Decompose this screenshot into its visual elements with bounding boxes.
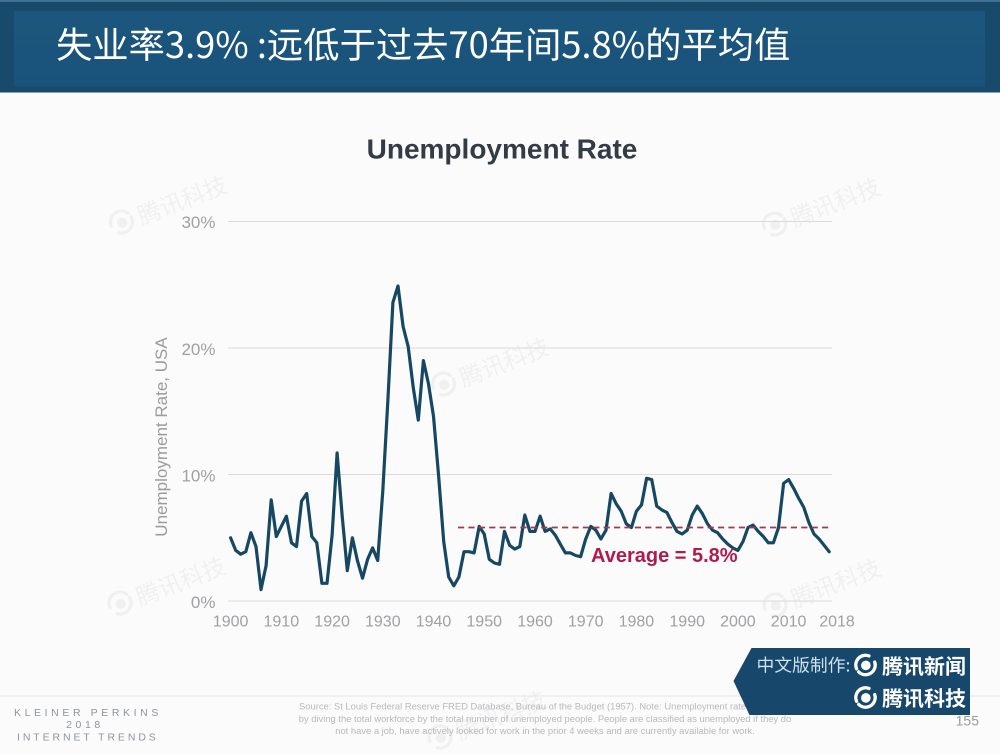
svg-text:1900: 1900: [213, 614, 249, 631]
svg-text:1910: 1910: [264, 614, 300, 631]
svg-text:not have a job, have actively: not have a job, have actively looked for…: [335, 725, 755, 736]
svg-text:KLEINER PERKINS: KLEINER PERKINS: [14, 707, 162, 719]
svg-text:1990: 1990: [669, 614, 705, 631]
svg-text:Unemployment Rate, USA: Unemployment Rate, USA: [152, 337, 171, 537]
svg-text:1970: 1970: [568, 614, 604, 631]
svg-text:1950: 1950: [466, 614, 502, 631]
svg-text:1980: 1980: [619, 614, 655, 631]
svg-text:1960: 1960: [517, 614, 553, 631]
svg-text:Average = 5.8%: Average = 5.8%: [591, 545, 738, 567]
svg-text:2018: 2018: [66, 719, 104, 731]
svg-text:10%: 10%: [181, 466, 215, 485]
svg-text:0%: 0%: [191, 593, 216, 612]
svg-text:INTERNET TRENDS: INTERNET TRENDS: [17, 732, 159, 744]
svg-text:by diving the total workforce: by diving the total workforce by the tot…: [299, 713, 791, 724]
svg-text:1920: 1920: [314, 614, 350, 631]
svg-text:Unemployment Rate: Unemployment Rate: [367, 134, 638, 165]
svg-text:20%: 20%: [181, 340, 215, 359]
svg-text:2000: 2000: [720, 614, 756, 631]
svg-text:2018: 2018: [819, 614, 855, 631]
svg-text:1930: 1930: [365, 614, 401, 631]
svg-text:Source: St Louis Federal Reser: Source: St Louis Federal Reserve FRED Da…: [299, 701, 791, 712]
svg-text:155: 155: [956, 713, 980, 729]
svg-text:30%: 30%: [181, 213, 215, 232]
svg-text:1940: 1940: [416, 614, 452, 631]
svg-text:2010: 2010: [771, 614, 807, 631]
